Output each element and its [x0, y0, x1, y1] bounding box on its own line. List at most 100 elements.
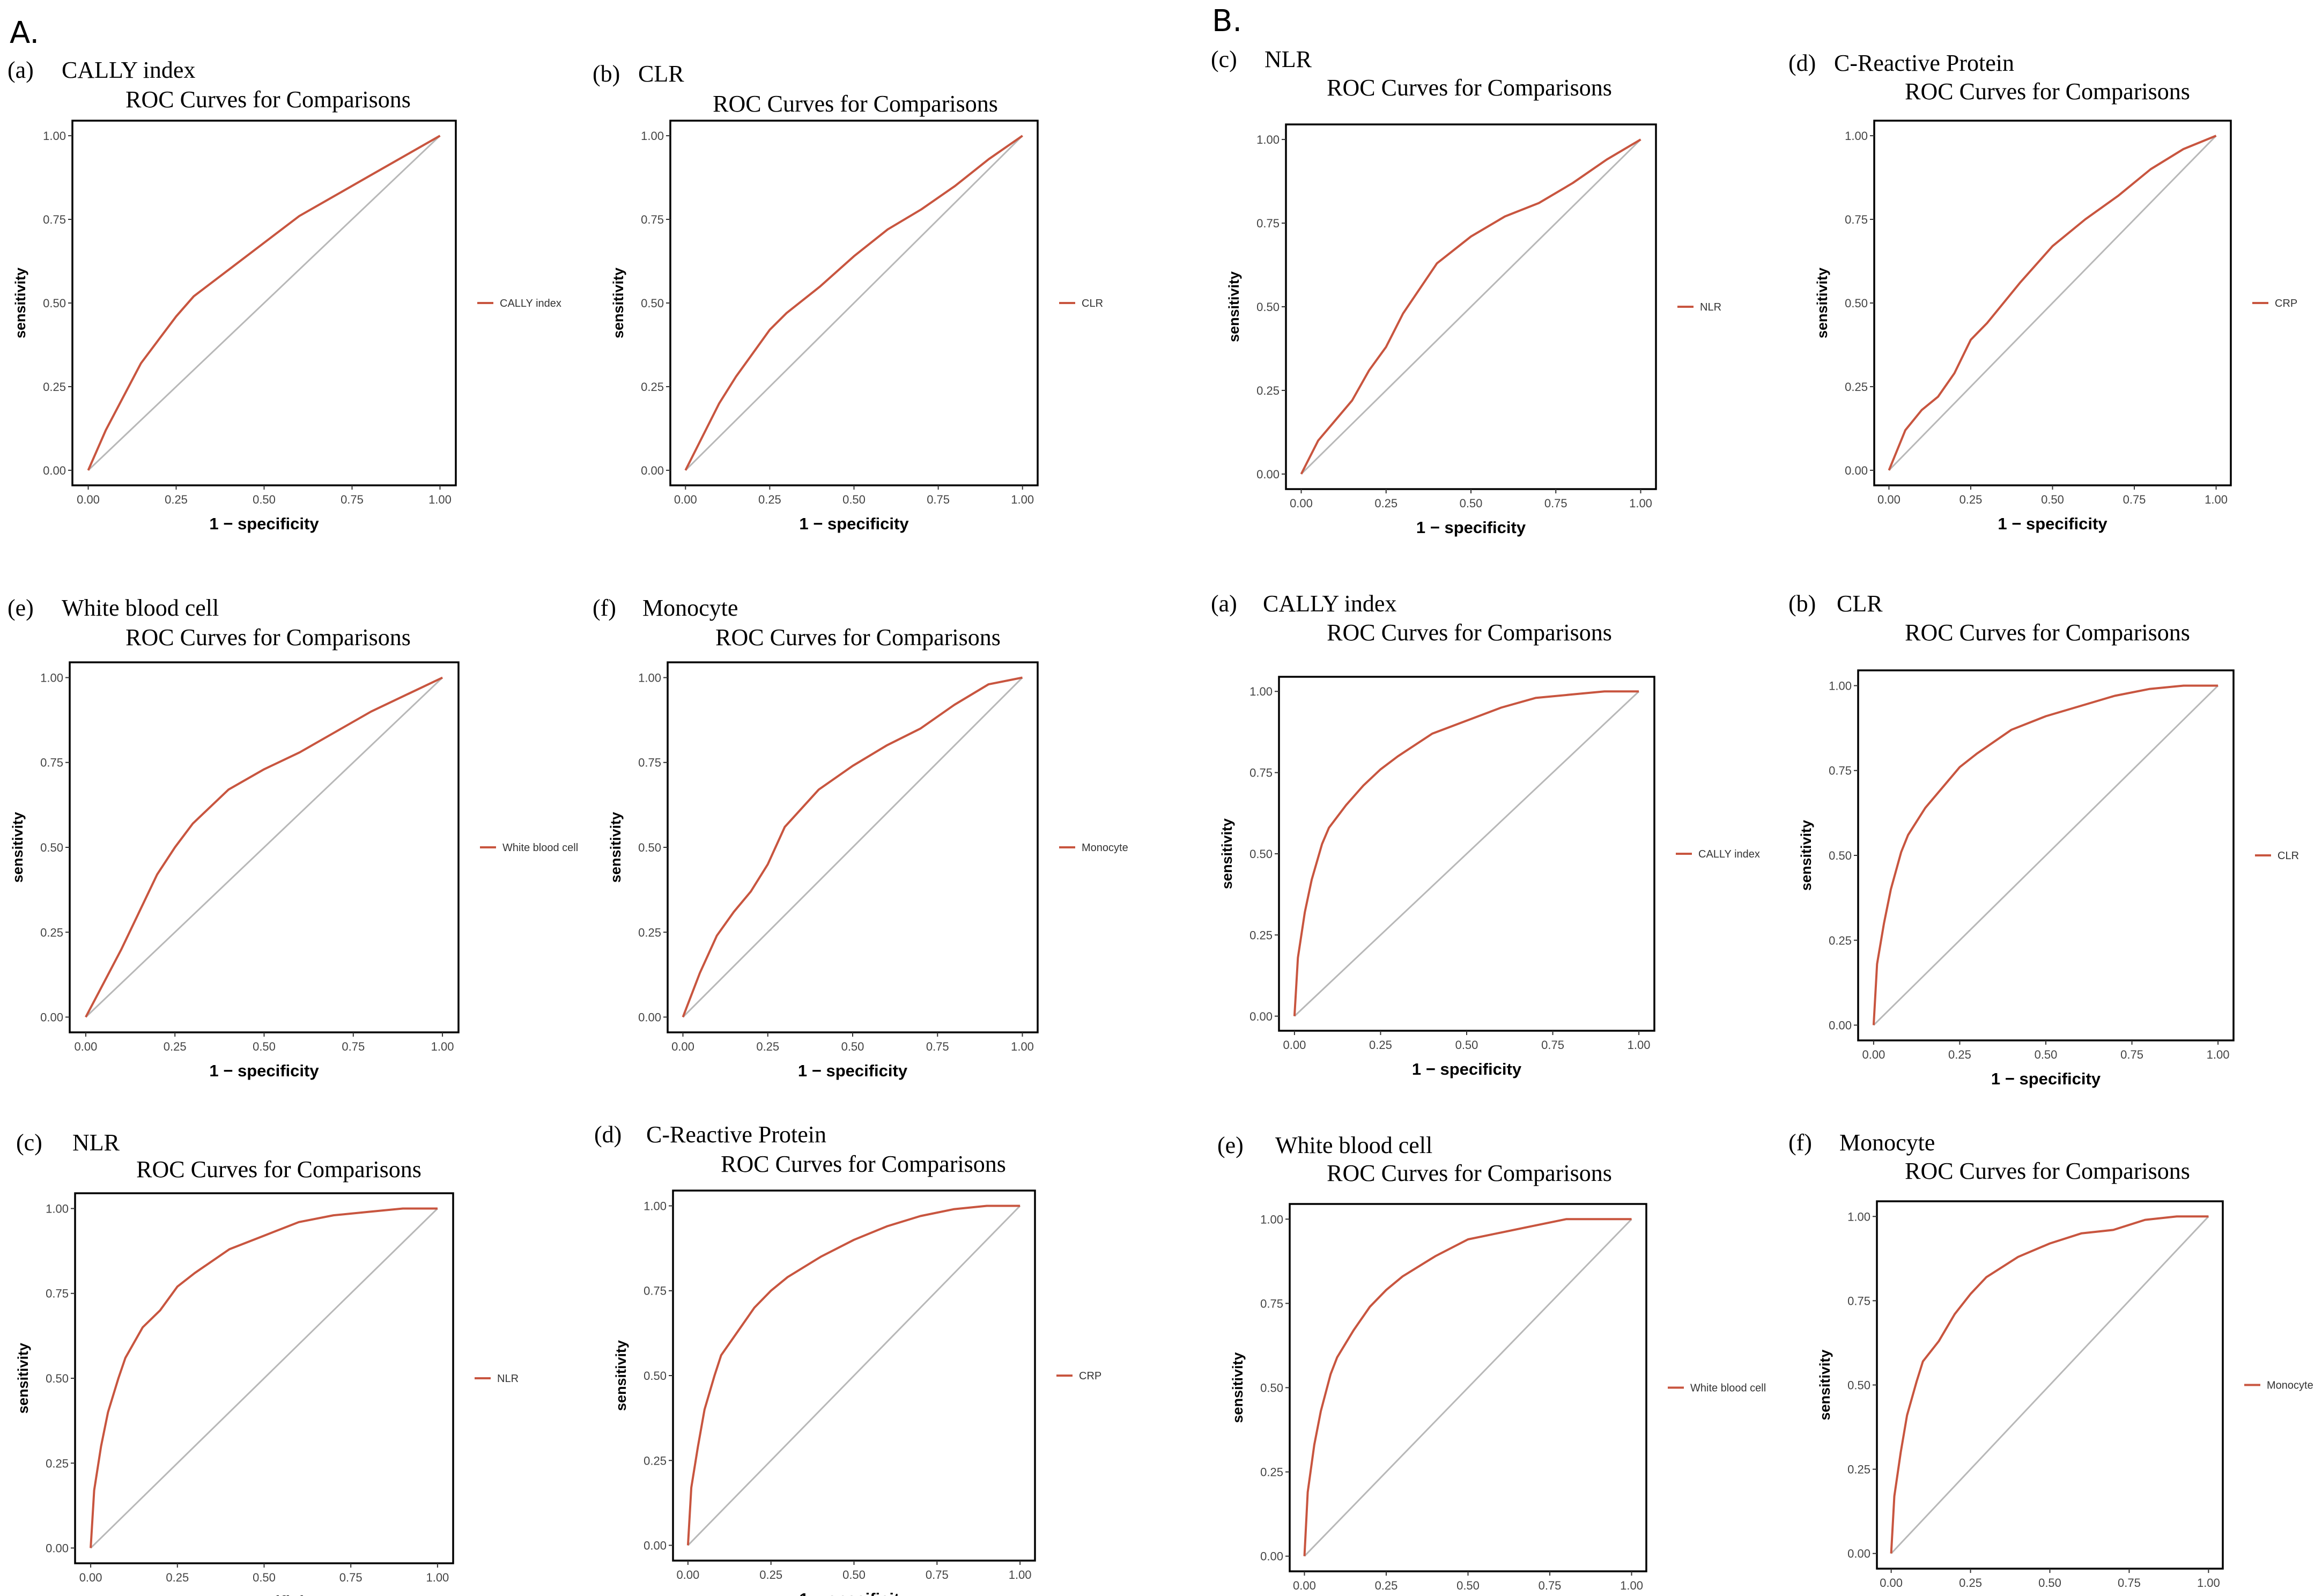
x-tick-label: 1.00	[431, 1040, 454, 1053]
y-tick-label: 0.25	[1256, 384, 1280, 397]
x-tick-label: 0.50	[2035, 1048, 2058, 1061]
x-tick-label: 0.75	[1541, 1038, 1564, 1052]
diagonal-reference-line	[685, 135, 1023, 471]
x-tick-label: 1.00	[1011, 493, 1034, 506]
y-tick-label: 1.00	[43, 129, 66, 143]
y-tick-label: 0.75	[1260, 1297, 1283, 1310]
y-axis-label: sensitivity	[1814, 268, 1830, 338]
y-tick-label: 0.75	[1847, 1294, 1870, 1307]
y-tick-label: 1.00	[1829, 679, 1852, 692]
section-label-b: B.	[1212, 4, 1242, 39]
panel-name: White blood cell	[1275, 1132, 1432, 1158]
y-tick-label: 0.50	[46, 1372, 69, 1385]
roc-curve-line	[1293, 690, 1639, 1016]
x-tick-label: 0.00	[1283, 1038, 1306, 1052]
x-tick-label: 1.00	[2205, 493, 2228, 506]
panel-name: C-Reactive Protein	[1834, 50, 2014, 76]
legend-label: Monocyte	[2267, 1380, 2313, 1392]
y-tick-label: 0.25	[40, 926, 63, 939]
y-tick-label: 0.00	[1847, 1547, 1870, 1561]
x-tick-label: 0.00	[75, 1040, 98, 1053]
x-tick-label: 0.75	[2118, 1576, 2141, 1590]
roc-panel-a-f: (f) Monocyte ROC Curves for Comparisons 0.0…	[593, 595, 1128, 1080]
diagonal-reference-line	[87, 135, 441, 471]
panel-title: ROC Curves for Comparisons	[1905, 78, 2190, 105]
y-tick-label: 0.75	[40, 756, 63, 770]
y-tick-label: 1.00	[1249, 685, 1273, 698]
y-tick-label: 0.50	[644, 1369, 667, 1383]
y-tick-label: 0.50	[40, 841, 63, 854]
x-tick-label: 0.50	[253, 1571, 276, 1584]
panel-tag: (d)	[1788, 50, 1816, 76]
x-tick-label: 1.00	[428, 493, 452, 506]
x-tick-label: 0.00	[1880, 1576, 1903, 1590]
legend-label: CLR	[2277, 850, 2299, 862]
legend-label: NLR	[497, 1373, 519, 1385]
y-tick-label: 0.00	[1829, 1019, 1852, 1032]
x-axis-label: 1 − specificity	[798, 1061, 908, 1080]
x-tick-label: 0.50	[2038, 1576, 2061, 1590]
x-tick-label: 0.75	[927, 493, 950, 506]
y-tick-label: 0.25	[1260, 1466, 1283, 1479]
roc-curve-line	[1872, 684, 2219, 1025]
x-tick-label: 0.75	[2123, 493, 2146, 506]
diagonal-reference-line	[682, 677, 1023, 1018]
x-tick-label: 0.25	[756, 1040, 779, 1053]
roc-curve-line	[85, 676, 443, 1018]
y-tick-label: 0.25	[1829, 934, 1852, 947]
y-tick-label: 1.00	[46, 1202, 69, 1215]
y-tick-label: 0.50	[1845, 297, 1868, 310]
y-tick-label: 1.00	[1260, 1213, 1283, 1226]
x-tick-label: 0.50	[2041, 493, 2064, 506]
roc-curve-line	[90, 1207, 438, 1548]
x-tick-label: 0.50	[1460, 497, 1483, 510]
roc-curve-line	[684, 135, 1023, 471]
roc-panel-a-b: (b) CLR ROC Curves for Comparisons 0.00 0.00…	[593, 61, 1103, 533]
y-tick-label: 1.00	[644, 1199, 667, 1213]
y-tick-label: 0.00	[1845, 464, 1868, 477]
y-tick-label: 0.50	[43, 297, 66, 310]
legend-label: CLR	[1082, 298, 1103, 309]
legend-label: CALLY index	[1698, 848, 1760, 860]
x-tick-label: 0.75	[1539, 1579, 1562, 1592]
panel-name: White blood cell	[62, 595, 219, 621]
y-axis-label: sensitivity	[15, 1343, 31, 1414]
y-tick-label: 0.50	[1249, 847, 1273, 861]
x-tick-label: 0.25	[1948, 1048, 1971, 1061]
y-tick-label: 0.75	[1256, 217, 1280, 230]
panel-tag: (d)	[594, 1121, 622, 1148]
y-tick-label: 0.75	[1829, 764, 1852, 778]
x-tick-label: 0.25	[1375, 1579, 1398, 1592]
y-tick-label: 0.25	[46, 1457, 69, 1470]
x-axis-label: 1 − specificity	[209, 1061, 319, 1080]
roc-curve-line	[1300, 138, 1641, 475]
panel-tag: (a)	[1211, 590, 1237, 617]
x-tick-label: 0.25	[165, 493, 188, 506]
y-tick-label: 0.50	[1260, 1381, 1283, 1395]
y-tick-label: 0.25	[638, 926, 661, 939]
y-tick-label: 1.00	[1847, 1210, 1870, 1223]
y-tick-label: 0.00	[43, 464, 66, 477]
y-axis-label: sensitivity	[1230, 1352, 1246, 1423]
x-tick-label: 1.00	[1009, 1568, 1032, 1582]
x-tick-label: 0.00	[79, 1571, 102, 1584]
panel-name: NLR	[1264, 46, 1312, 72]
y-tick-label: 0.75	[638, 756, 661, 770]
x-tick-label: 0.00	[1862, 1048, 1885, 1061]
y-axis-label: sensitivity	[12, 268, 28, 338]
y-tick-label: 0.50	[641, 297, 664, 310]
legend-label: CALLY index	[500, 298, 561, 309]
y-tick-label: 0.00	[1260, 1550, 1283, 1563]
y-tick-label: 0.75	[644, 1284, 667, 1298]
diagonal-reference-line	[1888, 135, 2217, 471]
x-tick-label: 1.00	[1011, 1040, 1034, 1053]
panel-tag: (c)	[16, 1129, 42, 1156]
diagonal-reference-line	[90, 1208, 438, 1549]
roc-panel-a-a: (a) CALLY index ROC Curves for Comparisons…	[8, 57, 561, 533]
legend-label: CRP	[1079, 1370, 1101, 1382]
x-axis-label: 1 − specificity	[1998, 514, 2107, 533]
y-tick-label: 0.00	[1256, 468, 1280, 481]
y-axis-label: sensitivity	[1226, 271, 1242, 342]
y-axis-label: sensitivity	[10, 812, 26, 883]
